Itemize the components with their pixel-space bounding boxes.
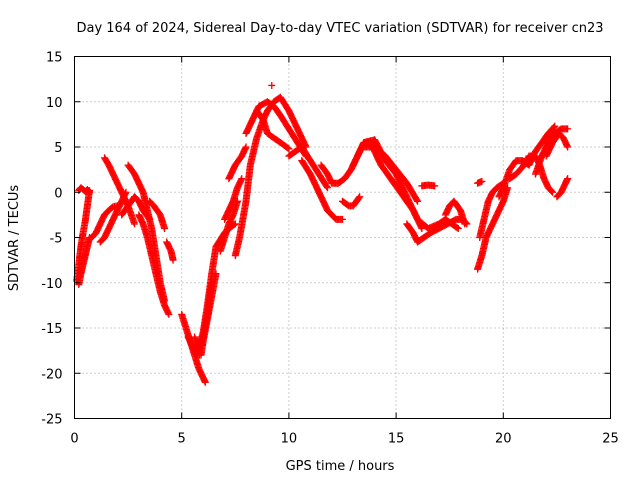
series-arc-22 [268,81,276,89]
y-tick-label: 5 [54,141,62,156]
data-point-marker [550,123,558,131]
data-point-marker [268,81,276,89]
series-arc-16 [216,197,241,255]
series-arc-17 [221,175,246,223]
data-point-marker [238,175,246,183]
series-arc-03 [75,234,94,289]
data-point-marker [431,182,439,190]
data-point-marker [478,177,486,185]
series-arc-21 [253,107,293,153]
y-tick-label: -25 [41,413,62,428]
x-tick-label: 15 [388,432,405,447]
y-tick-label: 0 [54,186,62,201]
data-point-marker [165,310,173,318]
data-point-marker [86,186,94,194]
y-tick-label: -10 [41,277,62,292]
data-point-marker [564,175,572,183]
data-point-marker [355,194,363,202]
data-point-marker [242,143,250,151]
series-arc-23 [285,143,331,192]
series-arc-04 [88,202,121,241]
y-tick-label: -5 [50,232,63,247]
x-axis-label: GPS time / hours [286,459,395,474]
data-point-marker [284,144,292,152]
data-point-marker [414,197,422,205]
series-arc-18 [225,143,250,183]
y-tick-label: 10 [46,96,63,111]
series-arc-09 [135,211,173,318]
series-arc-34 [474,177,486,187]
series-arc-36 [506,152,557,196]
series-arc-39 [553,175,572,201]
grid [74,56,611,419]
data-point-marker [323,182,331,190]
x-tick-label: 0 [70,432,78,447]
series-arc-24 [298,157,346,223]
y-tick-label: 15 [46,51,63,66]
data-point-marker [551,122,559,130]
data-point-marker [549,188,557,196]
data-point-marker [201,378,209,386]
y-tick-label: -20 [41,367,62,382]
data-point-marker [231,220,239,228]
data-point-marker [564,125,572,133]
data-point-marker [285,145,293,153]
y-axis-label: SDTVAR / TECUs [7,185,22,292]
data-point-marker [564,143,572,151]
data-point-marker [548,187,556,195]
data-point-marker [461,220,469,228]
series-arc-38 [542,129,572,160]
series-arc-19 [231,93,310,260]
data-point-marker [161,224,169,232]
series-arc-30 [441,197,469,228]
series-arc-05 [96,188,130,246]
series-arc-11 [163,238,177,264]
series-arc-31 [418,181,439,190]
data-point-marker [454,224,462,232]
data-point-marker [413,196,421,204]
x-tick-label: 10 [281,432,298,447]
series-arc-10 [146,197,169,232]
chart-title: Day 164 of 2024, Sidereal Day-to-day VTE… [76,21,603,36]
data-point-marker [169,256,177,264]
axis-ticks: 0 5 10 15 20 25 -25 -20 -15 -10 -5 0 5 10 15 [41,51,619,447]
y-tick-label: -15 [41,322,62,337]
series-arc-06 [101,154,139,228]
data-points [73,81,572,386]
data-point-marker [356,193,364,201]
x-tick-label: 25 [602,432,619,447]
x-tick-label: 20 [495,432,512,447]
series-arc-28 [360,143,422,205]
data-point-marker [131,220,139,228]
data-point-marker [339,215,346,223]
data-point-marker [453,224,461,232]
series-arc-26 [339,193,364,210]
data-point-marker [323,184,331,192]
x-tick-label: 5 [178,432,186,447]
